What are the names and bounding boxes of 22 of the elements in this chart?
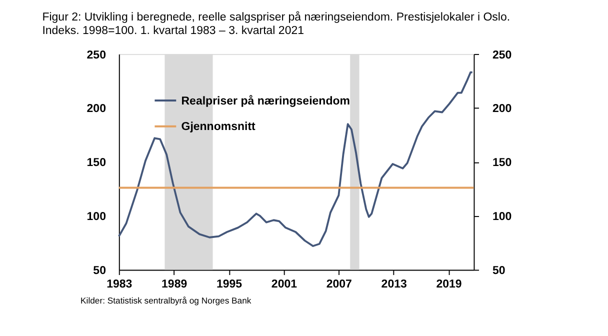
x-tick-label: 2007 (326, 278, 352, 290)
x-tick-label: 1995 (216, 278, 243, 290)
x-tick-label: 2001 (271, 278, 298, 290)
y2-tick-label: 200 (86, 103, 106, 116)
x-tick-label: 2019 (436, 278, 462, 290)
line-series (118, 71, 474, 247)
y2-tick-label: 100 (86, 211, 106, 224)
legend-label: Realpriser på næringseiendom (181, 94, 350, 108)
y-tick-label: 50 (492, 265, 506, 278)
y-tick-label: 150 (492, 157, 512, 170)
x-tick-label: 1989 (162, 278, 188, 290)
x-tick-label: 2013 (381, 278, 407, 290)
x-tick-label: 1983 (106, 278, 132, 290)
y2-tick-label: 150 (86, 157, 106, 170)
y-tick-label: 100 (492, 211, 512, 224)
y-tick-label: 200 (492, 103, 512, 116)
chart-title: Figur 2: Utvikling i beregnede, reelle salgspriser på næringseiendom. Prestisjelokaler i Oslo. Indeks. 1998=100. 1. kvartal 1983 – 3. kvartal 2021 (42, 10, 510, 37)
y2-tick-label: 250 (86, 49, 106, 62)
legend-label: Gjennomsnitt (181, 121, 256, 134)
y-tick-label: 250 (492, 49, 512, 62)
text: Kilder: Statistisk sentralbyrå og Norges Bank (80, 295, 252, 306)
y2-tick-label: 50 (93, 265, 106, 278)
